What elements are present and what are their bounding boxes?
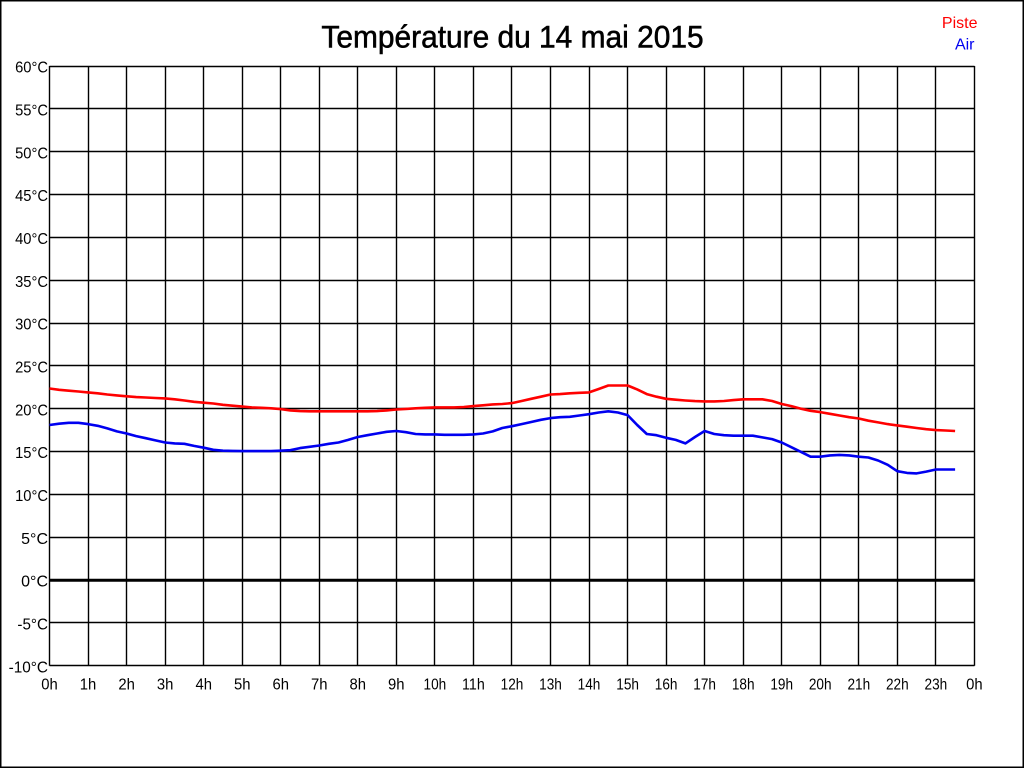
svg-text:4h: 4h	[195, 676, 212, 693]
svg-text:Air: Air	[955, 36, 975, 53]
svg-text:30°C: 30°C	[15, 317, 48, 334]
svg-text:11h: 11h	[462, 676, 485, 693]
svg-text:45°C: 45°C	[15, 188, 48, 205]
svg-text:10°C: 10°C	[15, 488, 48, 505]
svg-text:50°C: 50°C	[15, 145, 48, 162]
svg-text:35°C: 35°C	[15, 274, 48, 291]
svg-text:15°C: 15°C	[15, 445, 48, 462]
svg-text:60°C: 60°C	[15, 60, 48, 77]
svg-text:0h: 0h	[966, 676, 983, 693]
svg-text:13h: 13h	[539, 676, 562, 693]
svg-text:15h: 15h	[616, 676, 639, 693]
svg-text:6h: 6h	[272, 676, 289, 693]
svg-text:2h: 2h	[118, 676, 135, 693]
svg-text:0°C: 0°C	[21, 574, 48, 591]
svg-text:-10°C: -10°C	[9, 659, 48, 676]
svg-text:8h: 8h	[350, 676, 367, 693]
svg-text:40°C: 40°C	[15, 231, 48, 248]
svg-text:19h: 19h	[770, 676, 793, 693]
svg-text:9h: 9h	[388, 676, 405, 693]
svg-text:25°C: 25°C	[15, 359, 48, 376]
svg-text:7h: 7h	[311, 676, 328, 693]
svg-text:20°C: 20°C	[15, 402, 48, 419]
svg-text:18h: 18h	[732, 676, 755, 693]
svg-text:22h: 22h	[886, 676, 909, 693]
svg-text:21h: 21h	[847, 676, 870, 693]
svg-text:23h: 23h	[925, 676, 948, 693]
svg-text:3h: 3h	[157, 676, 174, 693]
svg-text:17h: 17h	[693, 676, 716, 693]
svg-text:0h: 0h	[41, 676, 58, 693]
svg-text:Piste: Piste	[942, 15, 978, 32]
svg-text:20h: 20h	[809, 676, 832, 693]
svg-text:Température du 14 mai 2015: Température du 14 mai 2015	[321, 18, 703, 54]
svg-text:-5°C: -5°C	[17, 617, 48, 634]
svg-text:5°C: 5°C	[21, 531, 48, 548]
svg-text:1h: 1h	[80, 676, 97, 693]
svg-text:5h: 5h	[234, 676, 251, 693]
svg-text:16h: 16h	[655, 676, 678, 693]
svg-text:10h: 10h	[424, 676, 447, 693]
svg-text:14h: 14h	[578, 676, 601, 693]
svg-text:12h: 12h	[501, 676, 524, 693]
svg-text:55°C: 55°C	[15, 102, 48, 119]
